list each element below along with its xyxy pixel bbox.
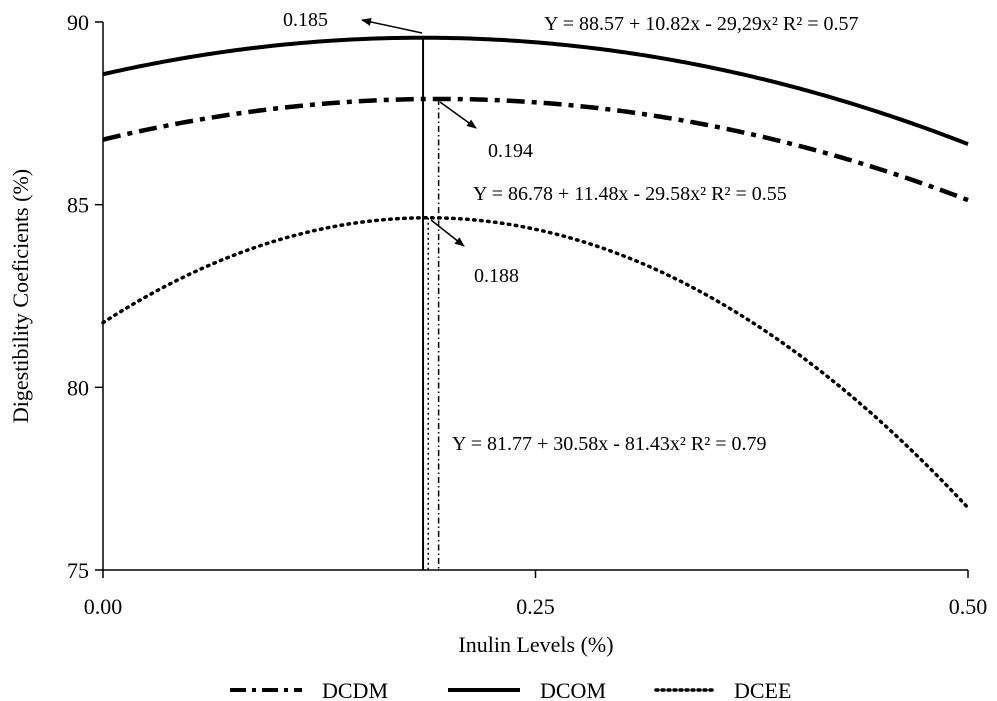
series-dcdm-curve (102, 96, 969, 203)
axis-ticks (95, 21, 969, 578)
dcee-equation: Y = 81.77 + 30.58x - 81.43x² R² = 0.79 (452, 433, 767, 455)
series-dcom-curve (102, 35, 969, 146)
x-tick-label: 0.50 (949, 594, 988, 619)
y-axis-title: Digestibility Coeficients (%) (8, 169, 33, 423)
dcdm-optimum-arrow (439, 101, 477, 129)
legend-label-dcdm: DCDM (322, 678, 388, 701)
series-curves (101, 35, 970, 510)
dcdm-equation: Y = 86.78 + 11.48x - 29.58x² R² = 0.55 (473, 183, 787, 205)
dcom-equation: Y = 88.57 + 10.82x - 29,29x² R² = 0.57 (544, 13, 859, 35)
y-tick-label: 75 (67, 558, 89, 583)
x-tick-label: 0.00 (84, 594, 123, 619)
legend-label-dcom: DCOM (540, 678, 606, 701)
x-tick-label: 0.25 (516, 594, 555, 619)
dcdm-optimum-label: 0.194 (488, 140, 533, 162)
legend: DCDM DCOM DCEE (230, 678, 791, 701)
dcom-optimum-label: 0.185 (283, 9, 328, 31)
y-tick-label: 80 (67, 375, 89, 400)
dcee-optimum-label: 0.188 (474, 265, 519, 287)
optimum-lines (422, 37, 440, 570)
dcee-optimum-arrow (430, 219, 465, 247)
y-tick-label: 85 (67, 193, 89, 218)
series-dcee-curve (101, 216, 970, 510)
y-tick-label: 90 (67, 10, 89, 35)
legend-label-dcee: DCEE (734, 678, 791, 701)
axis-tick-labels: 75 80 85 90 0.00 0.25 0.50 (67, 10, 987, 619)
x-axis-title: Inulin Levels (%) (458, 632, 613, 657)
dcom-optimum-arrow (361, 17, 423, 34)
